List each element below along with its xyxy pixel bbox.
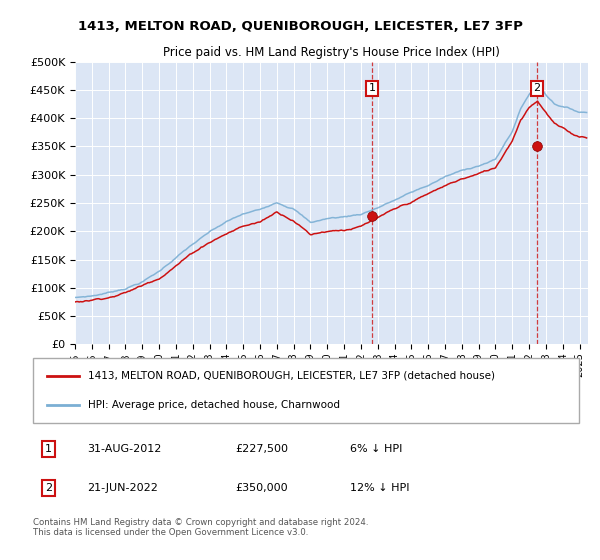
Text: 31-AUG-2012: 31-AUG-2012 bbox=[88, 444, 162, 454]
Text: 1413, MELTON ROAD, QUENIBOROUGH, LEICESTER, LE7 3FP: 1413, MELTON ROAD, QUENIBOROUGH, LEICEST… bbox=[77, 20, 523, 32]
Text: 2: 2 bbox=[45, 483, 52, 493]
Text: 2: 2 bbox=[533, 83, 541, 94]
Text: £227,500: £227,500 bbox=[235, 444, 288, 454]
Text: 1413, MELTON ROAD, QUENIBOROUGH, LEICESTER, LE7 3FP (detached house): 1413, MELTON ROAD, QUENIBOROUGH, LEICEST… bbox=[88, 371, 494, 381]
Text: 6% ↓ HPI: 6% ↓ HPI bbox=[350, 444, 402, 454]
Text: Contains HM Land Registry data © Crown copyright and database right 2024.
This d: Contains HM Land Registry data © Crown c… bbox=[33, 518, 368, 538]
Text: 21-JUN-2022: 21-JUN-2022 bbox=[88, 483, 158, 493]
Title: Price paid vs. HM Land Registry's House Price Index (HPI): Price paid vs. HM Land Registry's House … bbox=[163, 46, 500, 59]
Text: 12% ↓ HPI: 12% ↓ HPI bbox=[350, 483, 409, 493]
Text: HPI: Average price, detached house, Charnwood: HPI: Average price, detached house, Char… bbox=[88, 400, 340, 410]
Text: 1: 1 bbox=[45, 444, 52, 454]
Text: £350,000: £350,000 bbox=[235, 483, 287, 493]
Text: 1: 1 bbox=[369, 83, 376, 94]
